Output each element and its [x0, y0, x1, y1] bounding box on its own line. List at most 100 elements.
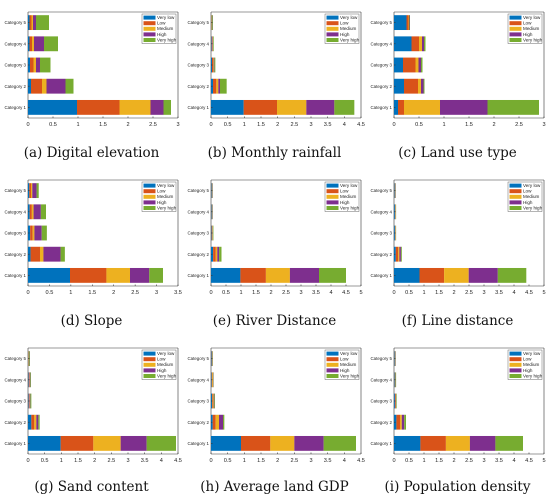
legend-swatch-very-low	[326, 351, 339, 356]
bar-category-1-medium	[270, 435, 295, 451]
legend-swatch-very-high	[509, 38, 522, 42]
y-tick-label: Category 1	[5, 105, 27, 110]
legend-swatch-high	[143, 200, 156, 205]
bar-category-4-high	[422, 36, 424, 52]
x-tick-label: 0	[26, 458, 29, 464]
x-tick-label: 4.5	[174, 458, 182, 464]
bar-category-2-low	[31, 78, 42, 94]
bar-category-1-very-low	[211, 435, 241, 451]
y-tick-label: Category 1	[188, 441, 210, 446]
x-tick-label: 4	[343, 122, 346, 128]
bar-category-2-low	[404, 78, 418, 94]
x-tick-label: 3	[542, 122, 545, 128]
bar-category-3-medium	[213, 57, 214, 73]
bar-category-5-low	[406, 15, 409, 31]
bar-category-3-medium	[32, 225, 35, 241]
x-tick-label: 4.5	[357, 122, 365, 128]
x-tick-label: 1.5	[257, 458, 265, 464]
y-tick-label: Category 4	[371, 377, 393, 382]
chart-population-density: Category 1 Category 2 Category 3 Category 4…	[371, 347, 546, 464]
legend-swatch-very-low	[326, 183, 339, 188]
y-tick-label: Category 4	[188, 377, 210, 382]
x-tick-label: 0	[26, 290, 29, 296]
x-tick-label: 0	[209, 458, 212, 464]
panel-river-distance: Category 1 Category 2 Category 3 Category 4…	[183, 168, 366, 336]
chart-digital-elevation: Category 1 Category 2 Category 3 Category 4…	[5, 11, 180, 128]
x-tick-label: 1.5	[257, 122, 265, 128]
y-tick-label: Category 3	[5, 231, 27, 236]
bar-category-2-low	[213, 78, 217, 94]
x-tick-label: 1.5	[252, 290, 260, 296]
x-tick-label: 0	[392, 458, 395, 464]
legend-label-high: High	[523, 32, 533, 37]
y-tick-label: Category 3	[188, 399, 210, 404]
chart-average-land-gdp: Category 1 Category 2 Category 3 Category 4…	[188, 347, 365, 464]
x-tick-label: 5	[542, 458, 545, 464]
x-tick-label: 0.5	[224, 122, 232, 128]
legend-swatch-very-low	[326, 15, 339, 20]
x-tick-label: 0.5	[415, 122, 423, 128]
bar-category-2-high	[218, 78, 220, 94]
y-tick-label: Category 3	[371, 231, 393, 236]
legend-label-very-low: Very low	[340, 15, 358, 20]
chart-sand-content: Category 1 Category 2 Category 3 Category 4…	[5, 347, 182, 464]
bar-category-1-high	[289, 267, 319, 283]
x-tick-label: 4.5	[525, 458, 533, 464]
bar-category-1-medium	[444, 267, 469, 283]
y-tick-label: Category 2	[371, 420, 393, 425]
x-tick-label: 1.5	[88, 290, 96, 296]
x-tick-label: 0	[209, 122, 212, 128]
bar-category-1-low	[60, 435, 94, 451]
bar-category-3-very-high	[214, 57, 216, 73]
panel-monthly-rainfall: Category 1 Category 2 Category 3 Category 4…	[183, 0, 366, 168]
y-tick-label: Category 3	[371, 399, 393, 404]
x-tick-label: 2	[126, 122, 129, 128]
legend-swatch-high	[143, 32, 156, 37]
y-tick-label: Category 5	[371, 188, 393, 193]
legend-swatch-medium	[143, 26, 156, 31]
bar-category-1-low	[240, 267, 266, 283]
panel-line-distance: Category 1 Category 2 Category 3 Category 4…	[366, 168, 549, 336]
legend-label-very-low: Very low	[523, 183, 541, 188]
x-tick-label: 4	[160, 458, 163, 464]
x-tick-label: 0	[392, 290, 395, 296]
bar-category-1-low	[241, 435, 271, 451]
x-tick-label: 2	[276, 458, 279, 464]
bar-category-2-very-high	[219, 246, 222, 262]
panel-average-land-gdp: Category 1 Category 2 Category 3 Category 4…	[183, 336, 366, 503]
legend-swatch-low	[326, 357, 339, 362]
bar-category-2-high	[219, 414, 223, 430]
bar-category-4-high	[33, 204, 41, 220]
bar-category-1-very-high	[495, 435, 523, 451]
y-tick-label: Category 2	[5, 252, 27, 257]
y-tick-label: Category 5	[371, 20, 393, 25]
legend-label-high: High	[523, 368, 533, 373]
x-tick-label: 3.5	[324, 458, 332, 464]
panel-population-density: Category 1 Category 2 Category 3 Category 4…	[366, 336, 549, 503]
bar-category-3-high	[418, 57, 421, 73]
y-tick-label: Category 3	[5, 63, 27, 68]
bar-category-3-high	[36, 57, 40, 73]
legend-swatch-low	[143, 357, 156, 362]
x-tick-label: 3.5	[324, 122, 332, 128]
caption-population-density: (i) Population density	[384, 479, 531, 495]
legend-label-medium: Medium	[523, 362, 540, 367]
bar-category-5-high	[33, 15, 36, 31]
legend-label-very-low: Very low	[340, 351, 358, 356]
bar-category-2-very-high	[65, 78, 74, 94]
bar-category-4-medium	[32, 36, 34, 52]
legend-label-high: High	[340, 200, 350, 205]
bar-category-5-medium	[31, 183, 33, 199]
bar-category-4-very-high	[395, 372, 397, 388]
x-tick-label: 0.5	[49, 122, 57, 128]
y-tick-label: Category 3	[188, 231, 210, 236]
legend-swatch-very-high	[509, 374, 522, 378]
legend-swatch-very-high	[143, 206, 156, 210]
x-tick-label: 0.5	[224, 458, 232, 464]
legend-swatch-medium	[143, 194, 156, 199]
y-tick-label: Category 2	[188, 84, 210, 89]
x-tick-label: 0	[26, 122, 29, 128]
legend-label-very-low: Very low	[340, 183, 358, 188]
bar-category-4-very-low	[394, 36, 412, 52]
legend-swatch-very-high	[143, 38, 156, 42]
